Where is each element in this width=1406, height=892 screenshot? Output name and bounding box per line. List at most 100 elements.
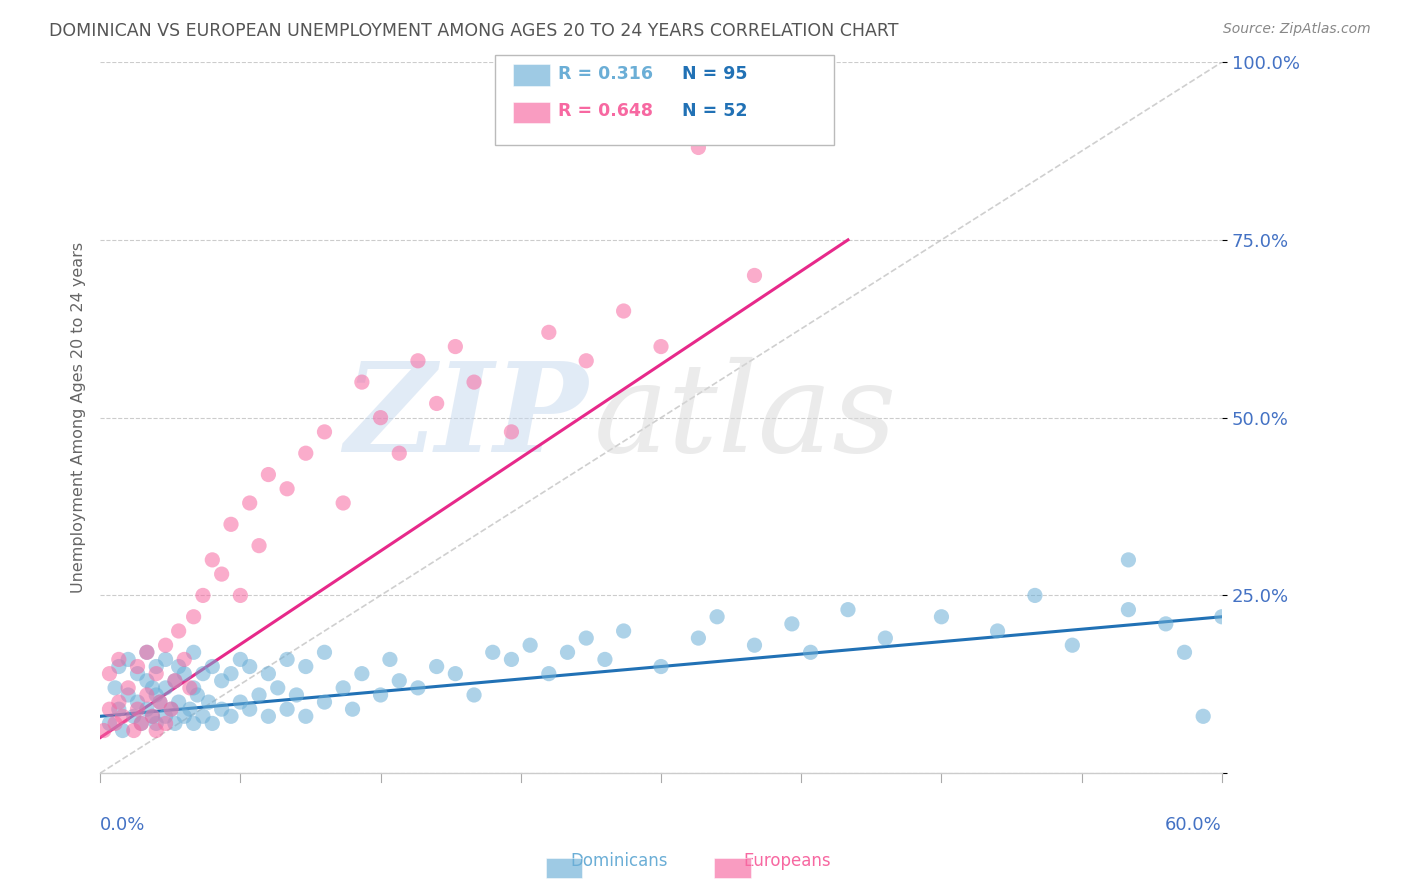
Point: [229, 695, 252, 709]
Point: [111, 723, 134, 738]
Point: [294, 709, 316, 723]
Point: [257, 666, 280, 681]
Point: [780, 616, 803, 631]
Point: [575, 353, 598, 368]
Point: [519, 638, 541, 652]
Point: [108, 695, 131, 709]
Point: [98, 716, 121, 731]
Point: [650, 659, 672, 673]
Point: [537, 326, 560, 340]
Point: [613, 624, 636, 638]
Point: [650, 340, 672, 354]
Point: [501, 425, 523, 439]
Point: [406, 681, 429, 695]
Text: DOMINICAN VS EUROPEAN UNEMPLOYMENT AMONG AGES 20 TO 24 YEARS CORRELATION CHART: DOMINICAN VS EUROPEAN UNEMPLOYMENT AMONG…: [49, 22, 898, 40]
Text: N = 52: N = 52: [682, 103, 748, 120]
Point: [141, 709, 163, 723]
Point: [155, 681, 177, 695]
Point: [173, 709, 195, 723]
Point: [163, 673, 186, 688]
Point: [219, 709, 242, 723]
Point: [163, 716, 186, 731]
Point: [370, 410, 392, 425]
Point: [350, 666, 373, 681]
Point: [201, 553, 224, 567]
Text: ZIP: ZIP: [344, 357, 588, 478]
Point: [104, 681, 127, 695]
Text: atlas: atlas: [593, 357, 897, 478]
Point: [931, 609, 953, 624]
Point: [239, 496, 262, 510]
Point: [122, 709, 145, 723]
Point: [406, 353, 429, 368]
Point: [93, 723, 115, 738]
Text: 60.0%: 60.0%: [1166, 816, 1222, 834]
Point: [183, 681, 205, 695]
Point: [557, 645, 579, 659]
Point: [108, 652, 131, 666]
Point: [149, 695, 172, 709]
Point: [173, 652, 195, 666]
Point: [800, 645, 823, 659]
Point: [257, 709, 280, 723]
Point: [167, 624, 190, 638]
Point: [98, 666, 121, 681]
Point: [129, 716, 152, 731]
Point: [145, 666, 167, 681]
Point: [186, 688, 208, 702]
Point: [163, 673, 186, 688]
Y-axis label: Unemployment Among Ages 20 to 24 years: Unemployment Among Ages 20 to 24 years: [72, 242, 86, 593]
Point: [285, 688, 308, 702]
Point: [444, 666, 467, 681]
Point: [378, 652, 401, 666]
Point: [145, 716, 167, 731]
Point: [1118, 602, 1140, 616]
Point: [744, 268, 766, 283]
Point: [167, 695, 190, 709]
Point: [135, 673, 157, 688]
Point: [332, 496, 354, 510]
Point: [183, 716, 205, 731]
Point: [229, 652, 252, 666]
Point: [501, 652, 523, 666]
Point: [294, 446, 316, 460]
Point: [688, 140, 710, 154]
Text: Dominicans: Dominicans: [569, 852, 668, 870]
Point: [108, 702, 131, 716]
Point: [127, 695, 149, 709]
Point: [155, 709, 177, 723]
Point: [129, 716, 152, 731]
Point: [135, 645, 157, 659]
Point: [98, 702, 121, 716]
Point: [276, 702, 298, 716]
Point: [219, 666, 242, 681]
Point: [388, 446, 411, 460]
Point: [837, 602, 859, 616]
Point: [191, 666, 214, 681]
Point: [173, 666, 195, 681]
Point: [191, 589, 214, 603]
Point: [247, 688, 270, 702]
Point: [179, 702, 201, 716]
Point: [211, 673, 233, 688]
Point: [986, 624, 1008, 638]
Text: Source: ZipAtlas.com: Source: ZipAtlas.com: [1223, 22, 1371, 37]
Point: [294, 659, 316, 673]
Point: [191, 709, 214, 723]
Text: R = 0.316: R = 0.316: [558, 65, 654, 83]
Point: [342, 702, 364, 716]
Point: [593, 652, 616, 666]
Point: [1154, 616, 1177, 631]
Point: [1192, 709, 1215, 723]
Point: [201, 659, 224, 673]
Point: [426, 396, 449, 410]
Point: [111, 709, 134, 723]
Point: [135, 645, 157, 659]
Point: [141, 709, 163, 723]
Point: [1173, 645, 1195, 659]
Point: [1024, 589, 1046, 603]
Point: [247, 539, 270, 553]
Point: [122, 723, 145, 738]
Point: [350, 375, 373, 389]
Point: [239, 659, 262, 673]
